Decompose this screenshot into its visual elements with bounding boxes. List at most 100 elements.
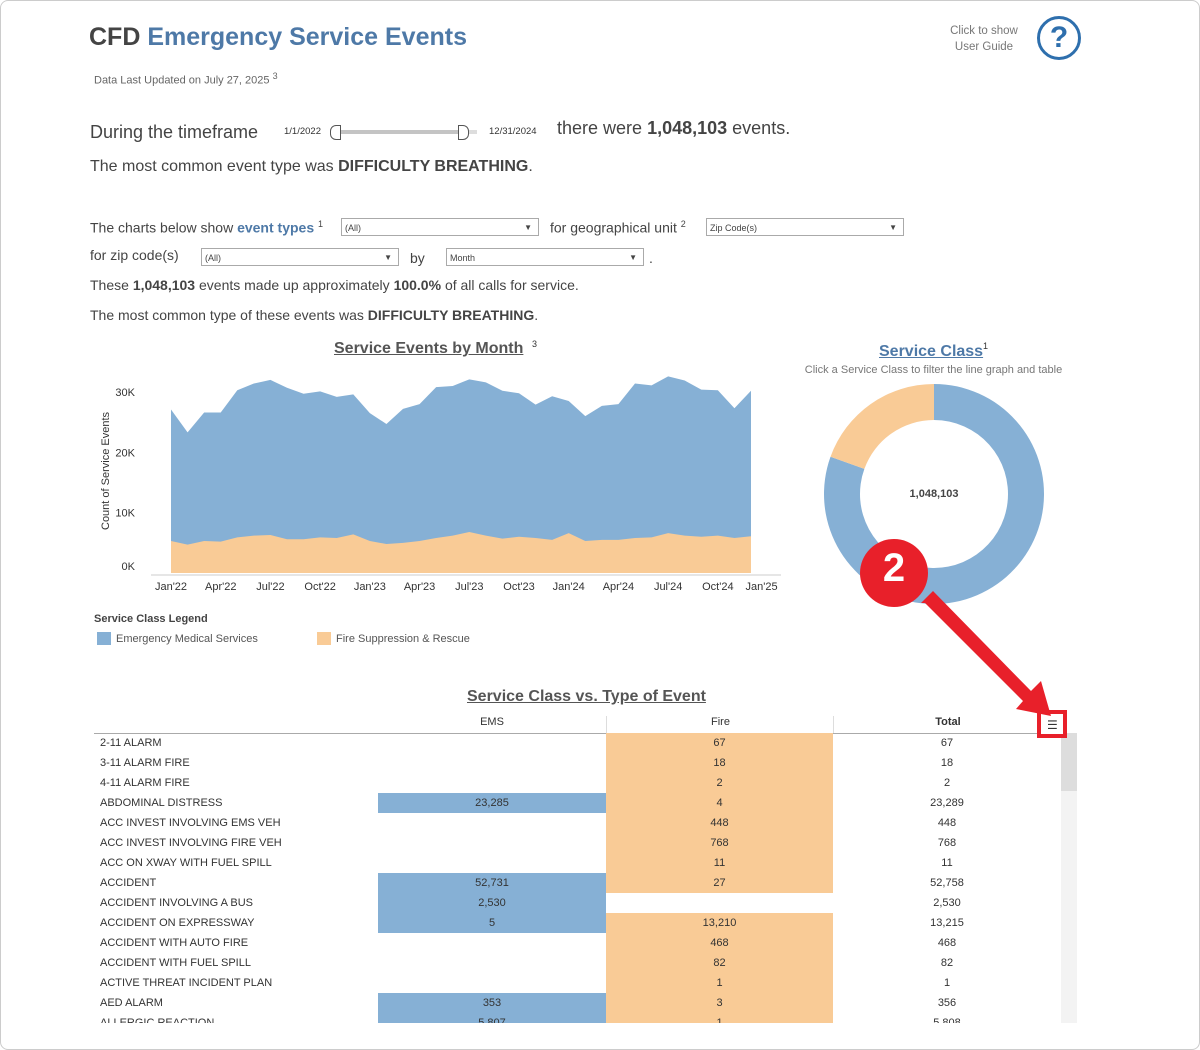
event-type-cell[interactable]: 4-11 ALARM FIRE	[100, 777, 190, 789]
total-cell[interactable]: 468	[937, 937, 957, 949]
table-row[interactable]: 3-11 ALARM FIRE 18 18	[94, 753, 1061, 773]
total-cell[interactable]: 356	[937, 997, 957, 1009]
table-row[interactable]: 2-11 ALARM 67 67	[94, 733, 1061, 753]
table-row[interactable]: ACC INVEST INVOLVING EMS VEH 448 448	[94, 813, 1061, 833]
x-tick-label: Apr'23	[404, 581, 435, 593]
event-type-cell[interactable]: ACC INVEST INVOLVING EMS VEH	[100, 817, 281, 829]
fire-cell[interactable]	[606, 893, 833, 913]
table-row[interactable]: AED ALARM 353 3 356	[94, 993, 1061, 1013]
period-dropdown[interactable]: Month ▼	[446, 248, 644, 266]
ems-cell[interactable]	[378, 933, 606, 953]
ems-cell[interactable]: 5	[378, 913, 606, 933]
ems-cell[interactable]	[378, 733, 606, 753]
total-cell[interactable]: 82	[940, 957, 954, 969]
legend-swatch-ems[interactable]	[97, 632, 111, 645]
table-row[interactable]: ACCIDENT 52,731 27 52,758	[94, 873, 1061, 893]
ems-cell[interactable]: 23,285	[378, 793, 606, 813]
total-cell[interactable]: 2,530	[933, 897, 961, 909]
event-type-cell[interactable]: ALLERGIC REACTION	[100, 1017, 215, 1023]
donut-slice-fire[interactable]	[830, 384, 934, 469]
sort-icon[interactable]: ☰	[1047, 718, 1058, 732]
series-ems-area[interactable]	[171, 376, 751, 573]
ems-cell[interactable]	[378, 833, 606, 853]
legend-label-ems[interactable]: Emergency Medical Services	[116, 633, 258, 645]
slider-start-handle[interactable]	[330, 125, 341, 140]
ems-cell[interactable]: 2,530	[378, 893, 606, 913]
header-ems[interactable]: EMS	[480, 716, 504, 728]
legend-label-fire[interactable]: Fire Suppression & Rescue	[336, 633, 470, 645]
ems-cell[interactable]	[378, 753, 606, 773]
fire-cell[interactable]: 768	[606, 833, 833, 853]
event-type-cell[interactable]: AED ALARM	[100, 997, 163, 1009]
event-type-cell[interactable]: ABDOMINAL DISTRESS	[100, 797, 223, 809]
table-row[interactable]: ACCIDENT WITH AUTO FIRE 468 468	[94, 933, 1061, 953]
fire-cell[interactable]: 4	[606, 793, 833, 813]
total-cell[interactable]: 18	[940, 757, 954, 769]
table-row[interactable]: ACC ON XWAY WITH FUEL SPILL 11 11	[94, 853, 1061, 873]
event-types-dropdown[interactable]: (All) ▼	[341, 218, 539, 236]
zip-dropdown[interactable]: (All) ▼	[201, 248, 399, 266]
header-total[interactable]: Total	[833, 716, 1062, 733]
fire-cell[interactable]: 11	[606, 853, 833, 873]
table-row[interactable]: ABDOMINAL DISTRESS 23,285 4 23,289	[94, 793, 1061, 813]
ems-cell[interactable]	[378, 973, 606, 993]
total-cell[interactable]: 52,758	[930, 877, 964, 889]
ems-cell[interactable]	[378, 773, 606, 793]
table-row[interactable]: ACTIVE THREAT INCIDENT PLAN 1 1	[94, 973, 1061, 993]
geo-unit-dropdown[interactable]: Zip Code(s) ▼	[706, 218, 904, 236]
ems-cell[interactable]	[378, 813, 606, 833]
event-type-cell[interactable]: ACCIDENT WITH FUEL SPILL	[100, 957, 251, 969]
slider-end-handle[interactable]	[458, 125, 469, 140]
fire-cell[interactable]: 3	[606, 993, 833, 1013]
ems-cell[interactable]: 353	[378, 993, 606, 1013]
ems-cell[interactable]: 52,731	[378, 873, 606, 893]
table-scrollbar[interactable]	[1061, 733, 1077, 1023]
fire-cell[interactable]: 448	[606, 813, 833, 833]
scrollbar-thumb[interactable]	[1061, 733, 1077, 791]
fire-cell[interactable]: 13,210	[606, 913, 833, 933]
donut-subtitle: Click a Service Class to filter the line…	[804, 364, 1063, 376]
series-fire-area[interactable]	[171, 531, 751, 573]
table-row[interactable]: ALLERGIC REACTION 5,807 1 5,808	[94, 1013, 1061, 1023]
total-cell[interactable]: 11	[941, 857, 953, 869]
total-cell[interactable]: 1	[943, 977, 951, 989]
total-cell[interactable]: 13,215	[930, 917, 964, 929]
table-row[interactable]: 4-11 ALARM FIRE 2 2	[94, 773, 1061, 793]
fire-cell[interactable]: 1	[606, 1013, 833, 1023]
fire-cell[interactable]: 2	[606, 773, 833, 793]
table-row[interactable]: ACCIDENT ON EXPRESSWAY 5 13,210 13,215	[94, 913, 1061, 933]
total-cell[interactable]: 2	[943, 777, 951, 789]
ems-cell[interactable]	[378, 953, 606, 973]
table-row[interactable]: ACC INVEST INVOLVING FIRE VEH 768 768	[94, 833, 1061, 853]
fire-cell[interactable]: 27	[606, 873, 833, 893]
ems-cell[interactable]	[378, 853, 606, 873]
fire-cell[interactable]: 1	[606, 973, 833, 993]
sort-button-highlight[interactable]: ☰	[1037, 710, 1067, 738]
fire-cell[interactable]: 82	[606, 953, 833, 973]
table-row[interactable]: ACCIDENT INVOLVING A BUS 2,530 2,530	[94, 893, 1061, 913]
total-cell[interactable]: 448	[937, 817, 957, 829]
service-events-area-chart[interactable]: 0K 10K 20K 30K Jan'22 Apr'22 Jul'22 Oct'22 Jan'2…	[91, 376, 791, 601]
event-type-cell[interactable]: 3-11 ALARM FIRE	[100, 757, 190, 769]
total-cell[interactable]: 67	[940, 737, 954, 749]
fire-cell[interactable]: 468	[606, 933, 833, 953]
event-type-cell[interactable]: ACCIDENT INVOLVING A BUS	[100, 897, 254, 909]
total-cell[interactable]: 23,289	[930, 797, 964, 809]
table-row[interactable]: ACCIDENT WITH FUEL SPILL 82 82	[94, 953, 1061, 973]
total-cell[interactable]: 768	[937, 837, 957, 849]
fire-cell[interactable]: 67	[606, 733, 833, 753]
event-type-cell[interactable]: ACCIDENT ON EXPRESSWAY	[100, 917, 255, 929]
event-type-cell[interactable]: ACC ON XWAY WITH FUEL SPILL	[100, 857, 272, 869]
header-fire[interactable]: Fire	[606, 716, 834, 733]
ems-cell[interactable]: 5,807	[378, 1013, 606, 1023]
event-type-cell[interactable]: ACTIVE THREAT INCIDENT PLAN	[100, 977, 273, 989]
help-icon[interactable]: ?	[1037, 16, 1081, 60]
total-cell[interactable]: 5,808	[933, 1017, 961, 1023]
event-type-cell[interactable]: ACCIDENT WITH AUTO FIRE	[100, 937, 249, 949]
fire-cell[interactable]: 18	[606, 753, 833, 773]
user-guide-link[interactable]: Click to show User Guide	[950, 25, 1018, 53]
event-type-cell[interactable]: 2-11 ALARM	[100, 737, 162, 749]
event-type-cell[interactable]: ACCIDENT	[100, 877, 157, 889]
event-type-cell[interactable]: ACC INVEST INVOLVING FIRE VEH	[100, 837, 282, 849]
legend-swatch-fire[interactable]	[317, 632, 331, 645]
